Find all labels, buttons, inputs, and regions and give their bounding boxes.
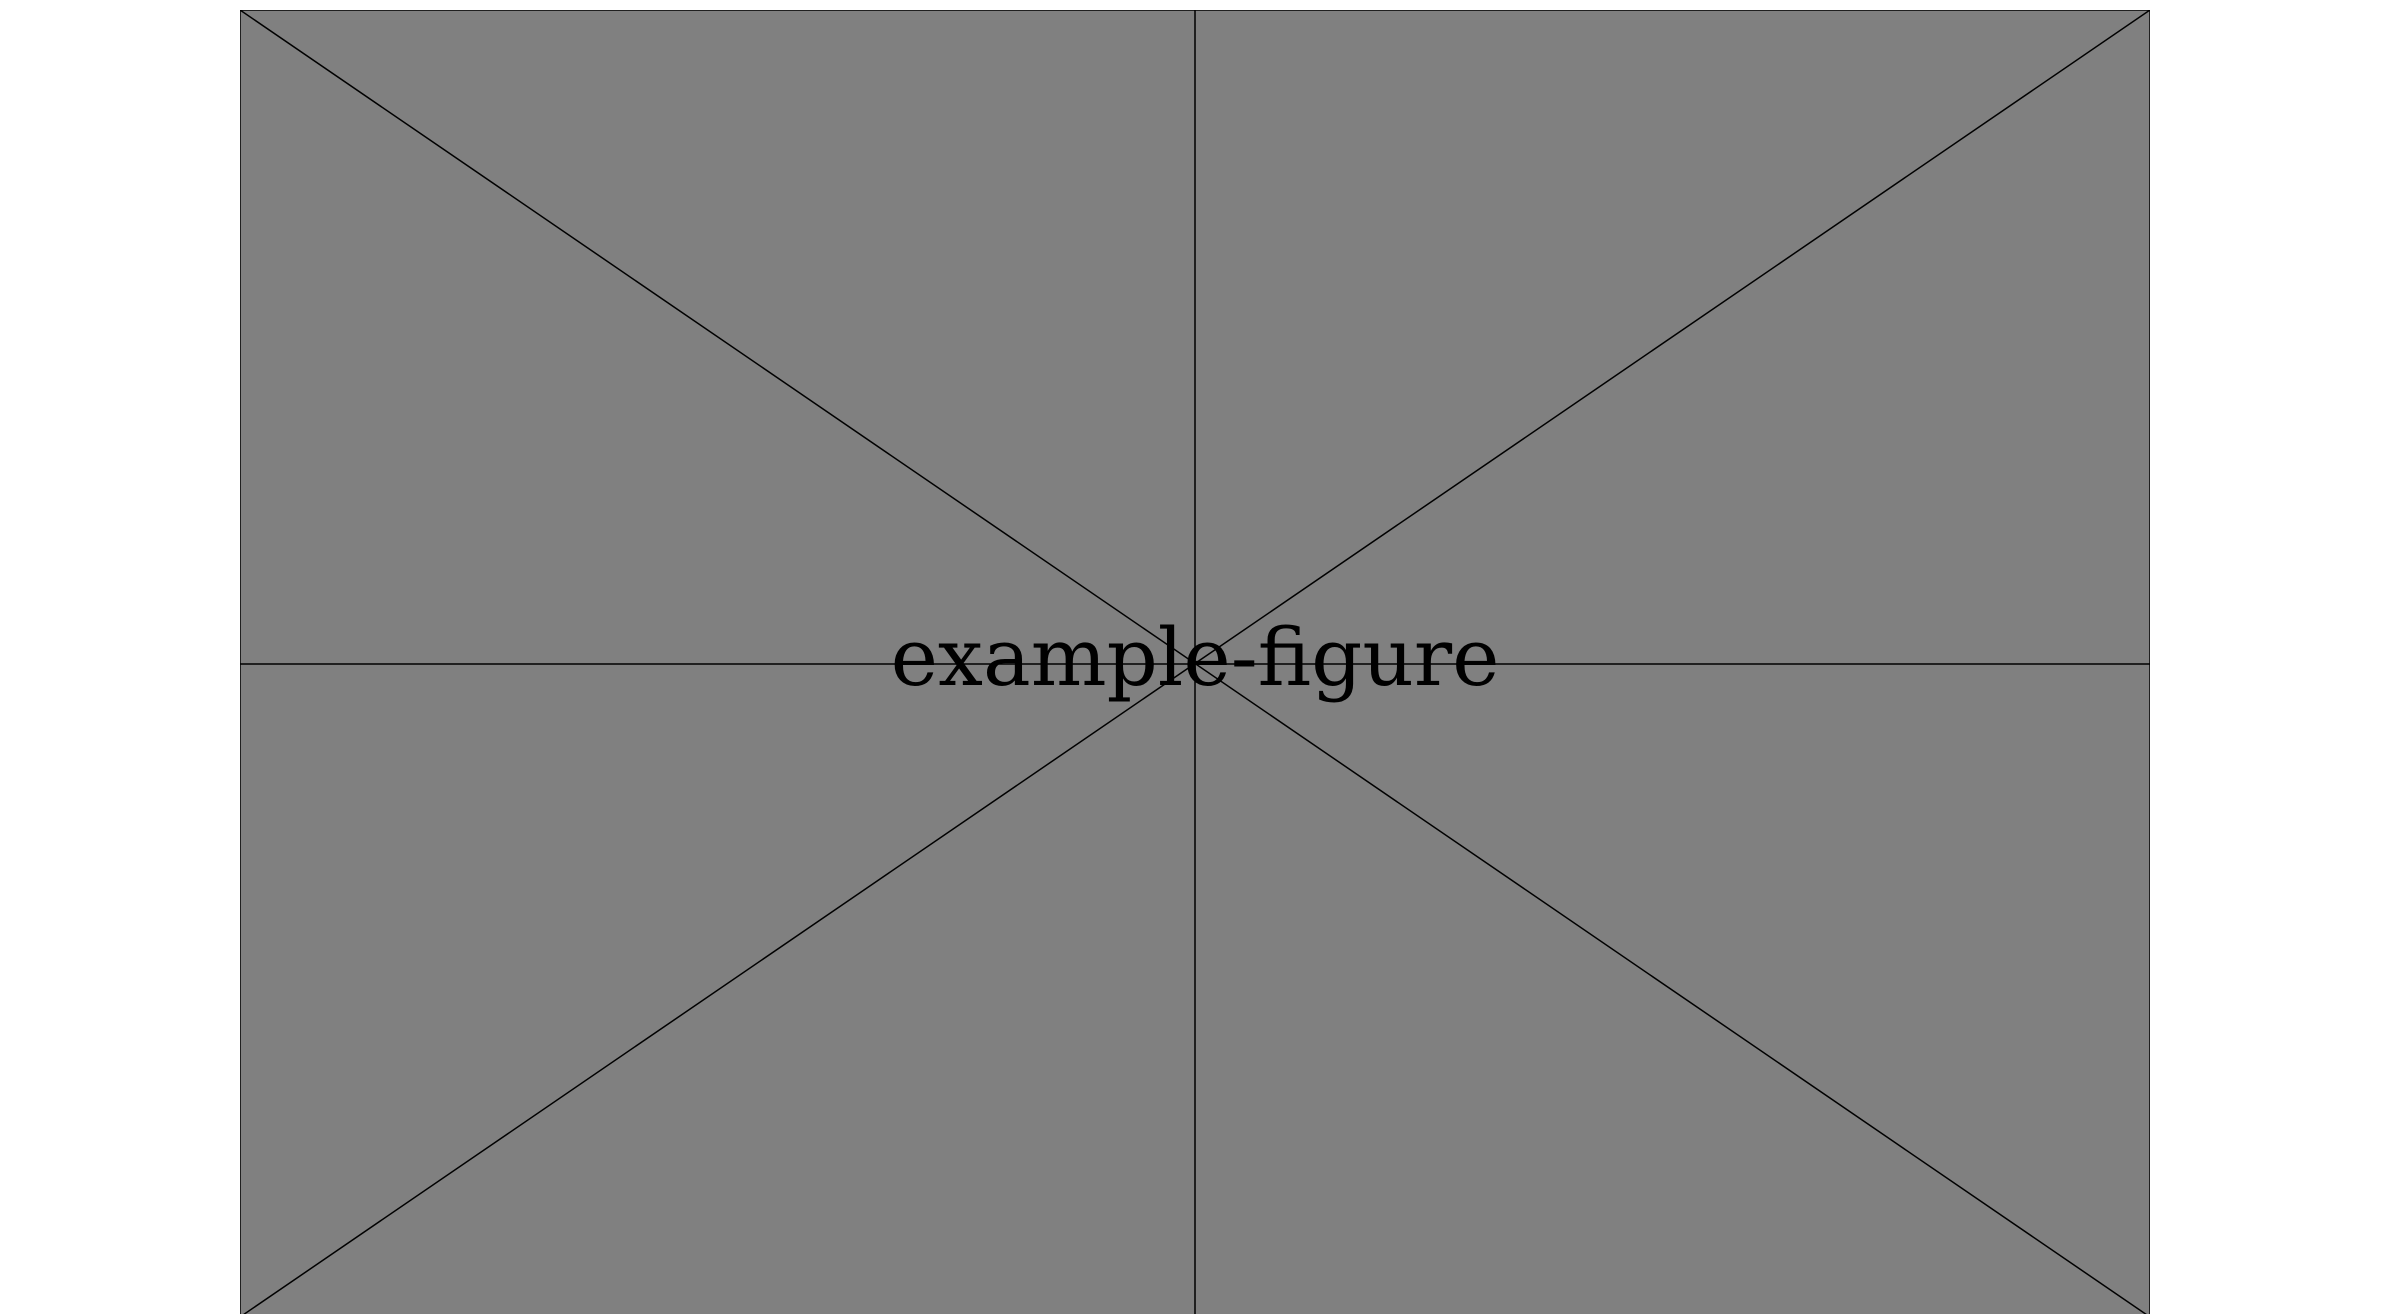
- example-figure-placeholder: example-figure: [240, 10, 2150, 1314]
- figure-label: example-figure: [891, 611, 1500, 704]
